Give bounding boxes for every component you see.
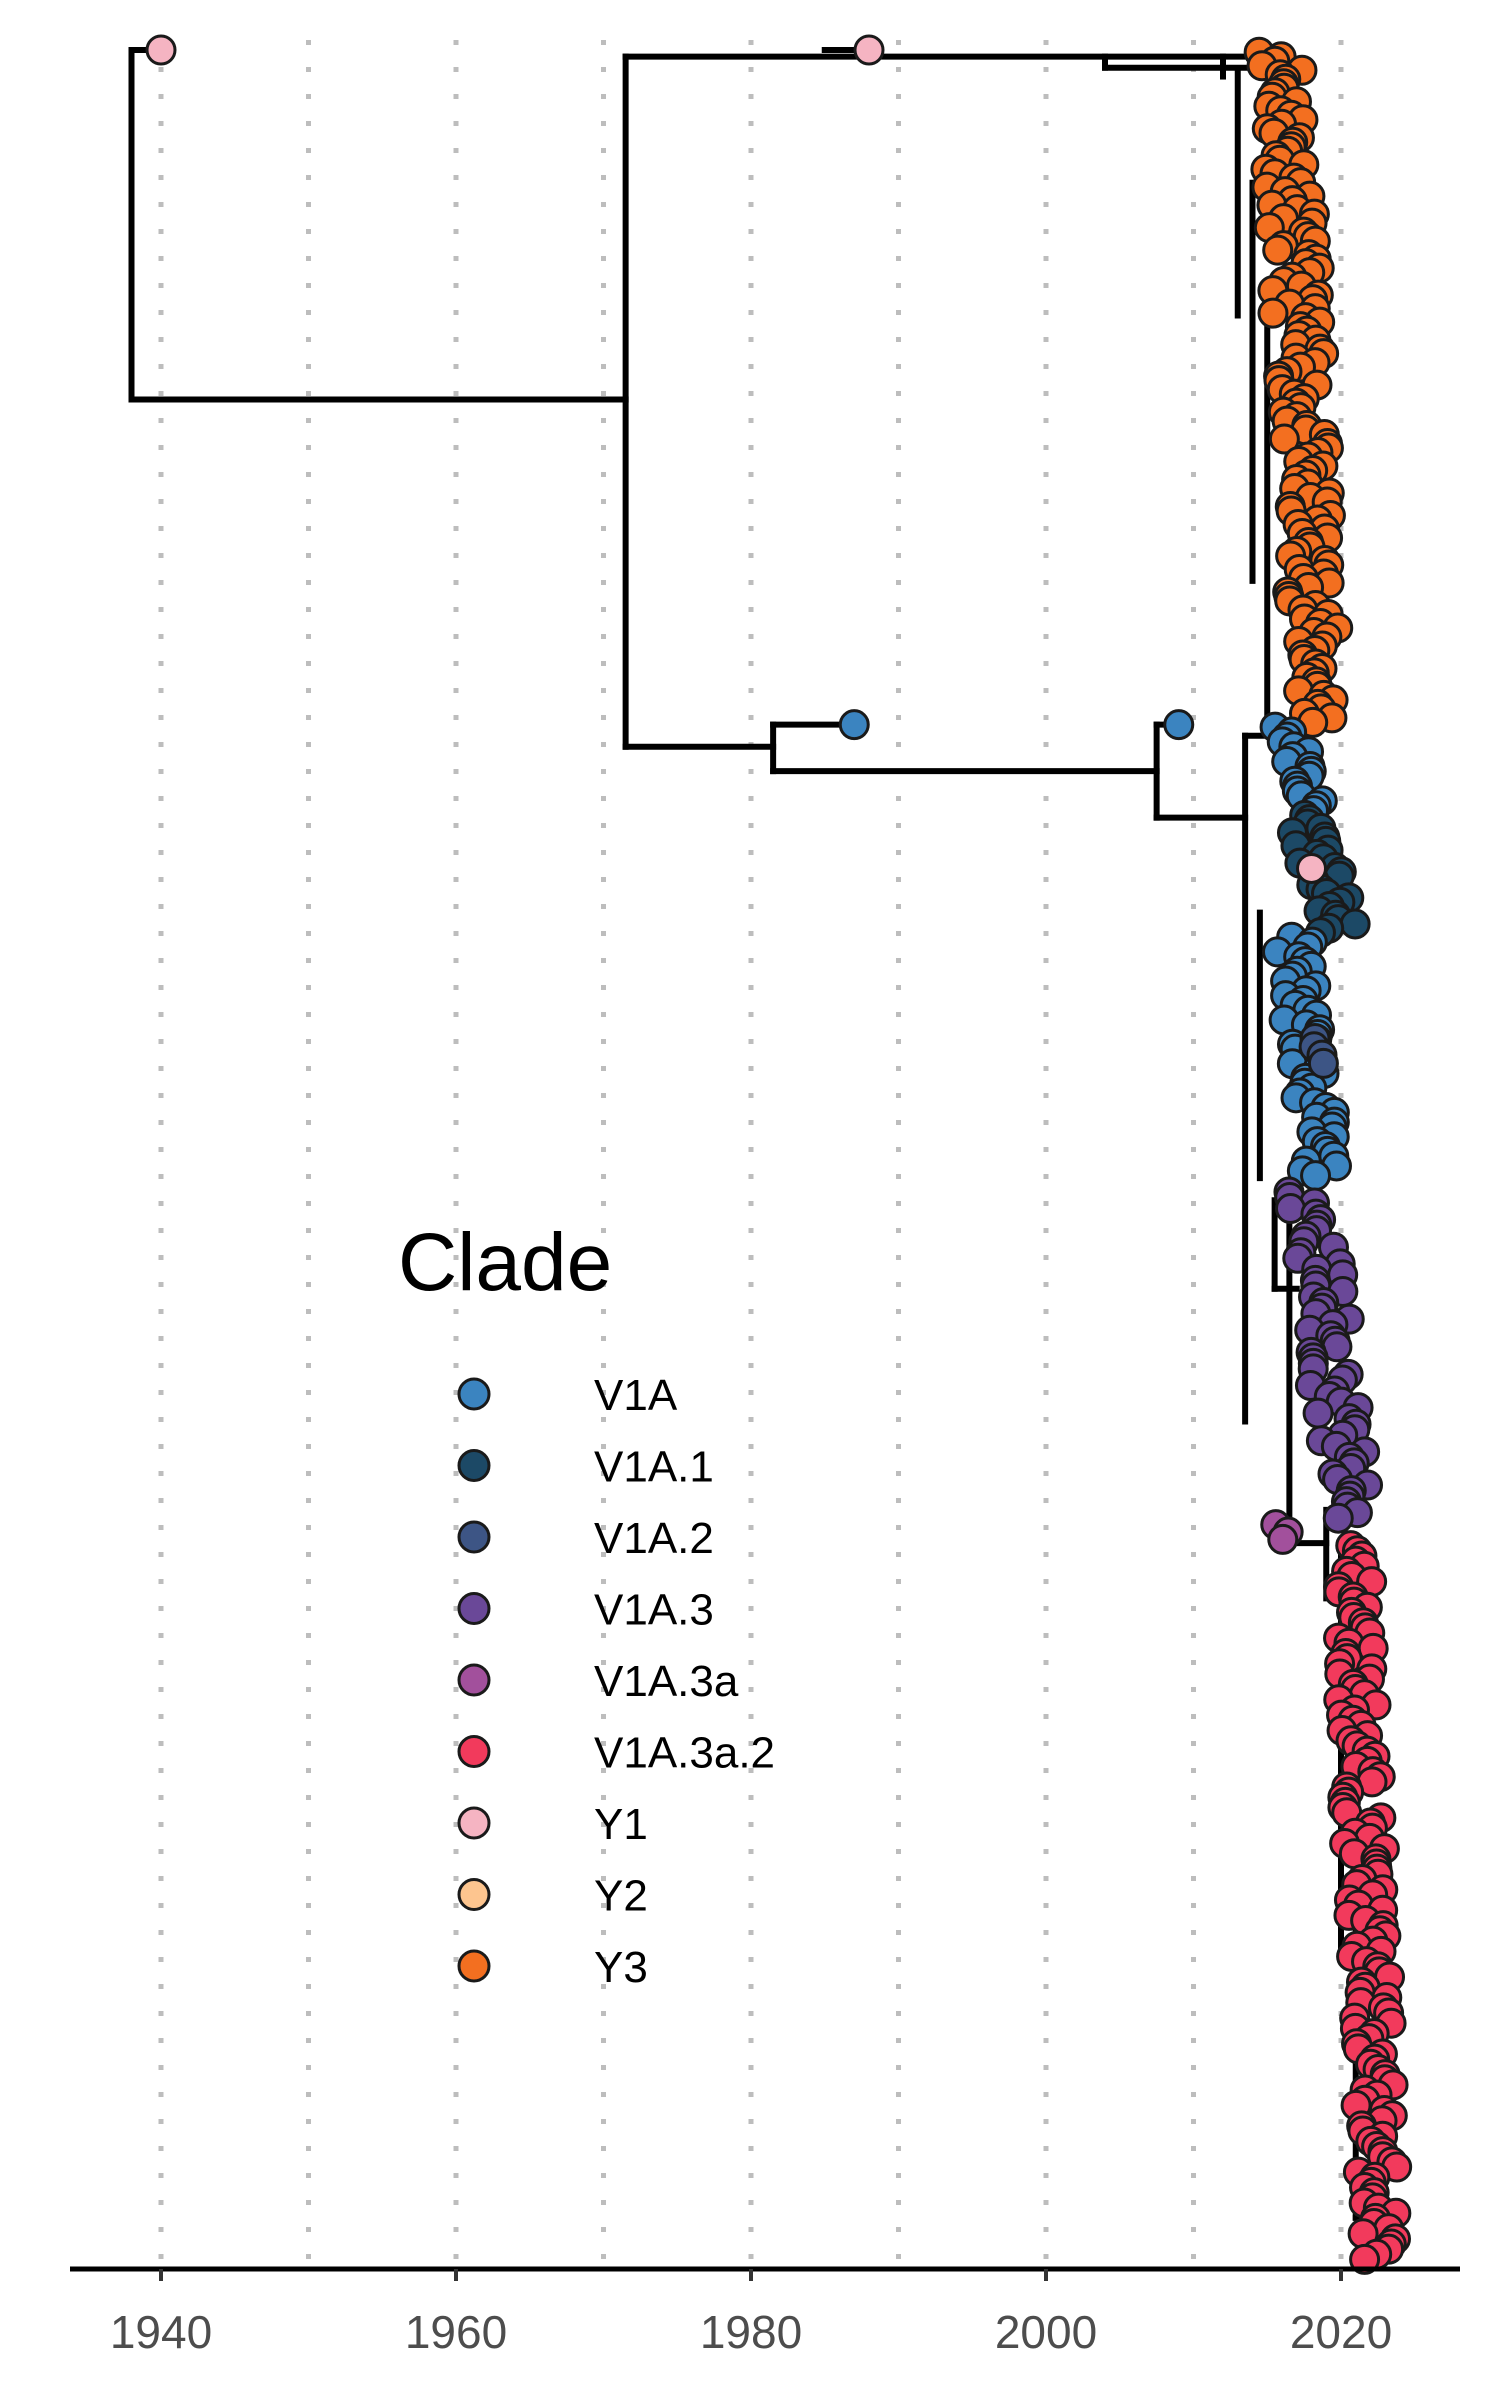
tip-point (1268, 423, 1300, 455)
legend-entries: V1A V1A.1 V1A.2 V1A.3 V1A.3a V1A.3a.2 Y1 Y2 Y3 (457, 1371, 775, 1992)
tree-branches (128, 47, 1389, 2221)
tip-point-y1 (145, 34, 177, 66)
x-axis: 1940 1960 1980 2000 2020 (110, 2269, 1392, 2358)
tip-point (1300, 1160, 1332, 1192)
x-tick-label-2020: 2020 (1290, 2306, 1392, 2358)
tip-points (145, 34, 1413, 2275)
legend-key-v1a.3 (457, 1592, 491, 1625)
tip-point (1257, 297, 1289, 329)
legend-key-y1 (457, 1806, 491, 1840)
legend-label-y2: Y2 (594, 1872, 648, 1921)
tip-point (1302, 1397, 1334, 1429)
x-tick-label-2000: 2000 (995, 2306, 1097, 2358)
x-tick-label-1980: 1980 (700, 2306, 802, 2358)
tip-point (1349, 2243, 1381, 2275)
x-tick-label-1960: 1960 (405, 2306, 507, 2358)
tip-point (1322, 1502, 1354, 1534)
legend-label-v1a.3: V1A.3 (594, 1586, 714, 1635)
legend-key-v1a.3a (457, 1663, 491, 1697)
legend-key-v1a (457, 1377, 491, 1411)
legend: Clade V1A V1A.1 V1A.2 V1A.3 V1A.3a V1A.3a.2 Y1… (398, 1217, 775, 1992)
legend-key-y2 (457, 1878, 491, 1911)
legend-label-v1a.1: V1A.1 (594, 1443, 714, 1492)
legend-label-y3: Y3 (594, 1943, 648, 1992)
tip-point-y1 (853, 34, 885, 66)
legend-key-v1a.2 (457, 1520, 491, 1554)
legend-label-v1a.3a.2: V1A.3a.2 (594, 1729, 775, 1778)
legend-key-v1a.3a.2 (457, 1735, 491, 1768)
legend-key-y3 (457, 1949, 491, 1983)
legend-label-v1a.2: V1A.2 (594, 1514, 714, 1563)
legend-label-y1: Y1 (594, 1800, 648, 1849)
tip-point-y1 (1296, 852, 1327, 884)
grid-lines (158, 40, 1344, 2264)
tip-point (1339, 908, 1371, 940)
tip-point (1267, 1523, 1299, 1555)
legend-key-v1a.1 (457, 1449, 491, 1482)
legend-label-v1a: V1A (594, 1371, 678, 1420)
tip-point (1307, 1047, 1339, 1079)
tip-point-v1a (1163, 709, 1195, 741)
tip-point (1274, 1193, 1306, 1225)
legend-title: Clade (398, 1217, 612, 1308)
tip-point (1262, 234, 1294, 266)
tip-point-v1a (838, 709, 870, 741)
legend-label-v1a.3a: V1A.3a (594, 1657, 739, 1706)
x-tick-label-1940: 1940 (110, 2306, 212, 2358)
